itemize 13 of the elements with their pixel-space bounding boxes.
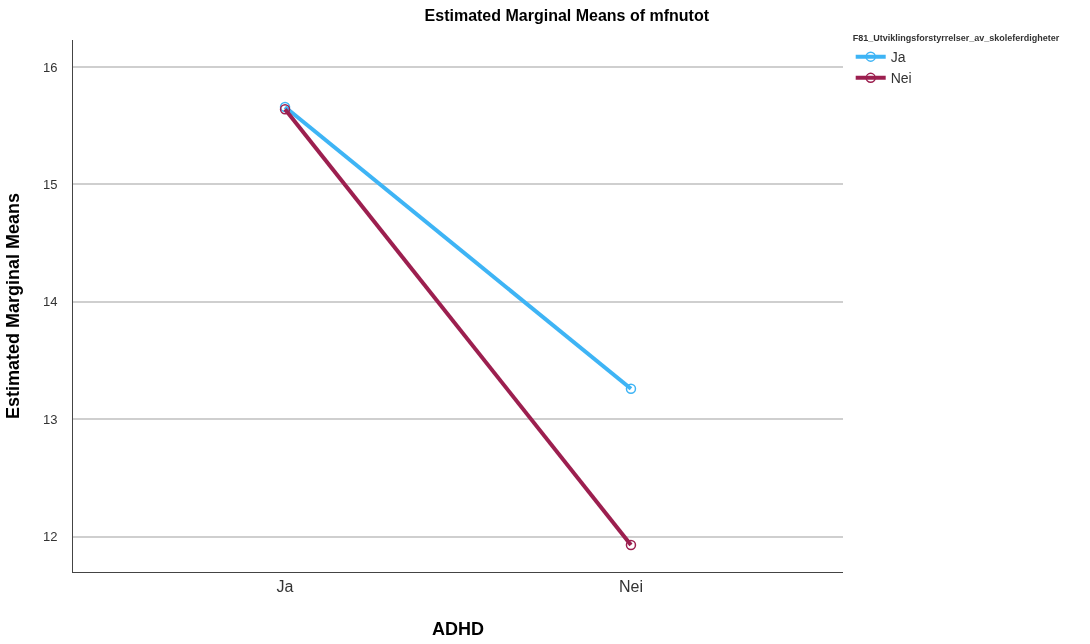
chart-title: Estimated Marginal Means of mfnutot: [424, 6, 710, 24]
y-tick-label: 16: [42, 59, 58, 75]
y-axis-title: Estimated Marginal Means: [3, 192, 24, 420]
x-axis-title: ADHD: [432, 619, 484, 640]
y-tick-label: 14: [42, 294, 58, 310]
y-tick-label: 13: [42, 411, 58, 427]
y-tick-label: 12: [42, 529, 58, 545]
point: [625, 539, 637, 551]
legend-label: Ja: [890, 49, 906, 66]
legend-label: Nei: [890, 70, 912, 87]
y-tick-label: 15: [42, 177, 58, 192]
legend-title: F81_Utviklingsforstyrrelser_av_skoleferdigheter: [852, 33, 1060, 44]
point: [625, 383, 637, 395]
